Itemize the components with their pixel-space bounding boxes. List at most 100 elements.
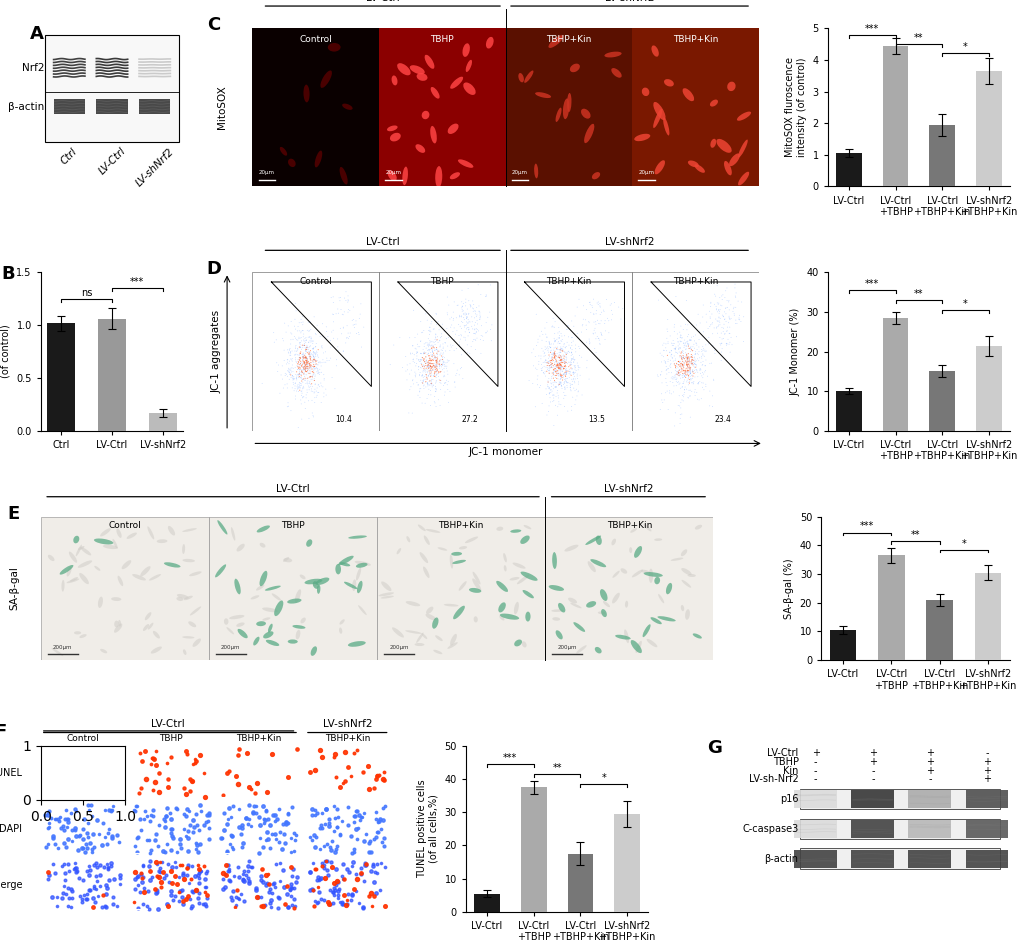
Point (293, 384, 310, 399)
Point (593, 328, 609, 343)
Point (547, 398, 564, 413)
Point (431, 348, 447, 363)
Point (686, 355, 702, 370)
Point (438, 361, 454, 376)
Point (674, 364, 690, 379)
Point (282, 348, 299, 363)
Point (278, 356, 294, 371)
Point (409, 326, 425, 341)
Point (305, 363, 321, 378)
Point (308, 344, 324, 359)
Text: ***: *** (864, 24, 878, 34)
Point (298, 355, 314, 370)
Point (550, 368, 567, 384)
Point (547, 380, 564, 395)
Point (699, 321, 715, 337)
Point (581, 295, 597, 310)
Point (671, 368, 687, 384)
Point (537, 342, 553, 357)
Point (311, 362, 327, 377)
Point (688, 362, 704, 377)
Point (412, 382, 428, 397)
Text: 10.4: 10.4 (335, 415, 352, 425)
Point (550, 355, 567, 370)
Point (681, 388, 697, 403)
Point (559, 375, 576, 390)
Point (680, 352, 696, 367)
Point (552, 349, 569, 364)
Bar (377, 517, 545, 660)
Point (701, 311, 717, 326)
Point (292, 330, 309, 345)
Point (297, 363, 313, 378)
Point (676, 357, 692, 372)
Point (315, 389, 331, 404)
Point (423, 356, 439, 371)
Point (325, 290, 341, 305)
Point (672, 415, 688, 431)
Point (561, 341, 578, 356)
Point (311, 354, 327, 369)
Point (282, 370, 299, 385)
Ellipse shape (271, 593, 281, 601)
Point (551, 356, 568, 371)
Point (678, 350, 694, 365)
Point (300, 373, 316, 388)
Point (538, 408, 554, 423)
Point (682, 344, 698, 359)
Point (410, 339, 426, 354)
Point (538, 340, 554, 355)
Point (351, 325, 367, 340)
Point (682, 333, 698, 348)
Point (321, 353, 337, 368)
Point (679, 353, 695, 368)
Point (460, 322, 476, 337)
Point (429, 361, 445, 376)
Point (467, 342, 483, 357)
Point (415, 346, 431, 361)
Point (471, 312, 487, 327)
Point (422, 345, 438, 360)
Point (679, 350, 695, 365)
Point (550, 345, 567, 360)
Point (302, 349, 318, 364)
Point (316, 372, 332, 387)
Point (290, 352, 307, 368)
Point (681, 333, 697, 348)
Point (682, 333, 698, 348)
Point (310, 357, 326, 372)
Point (673, 331, 689, 346)
Point (465, 332, 481, 347)
Point (578, 318, 594, 333)
Point (418, 361, 434, 376)
Point (551, 360, 568, 375)
Point (283, 343, 300, 358)
Point (570, 360, 586, 375)
Point (297, 350, 313, 365)
Point (306, 344, 322, 359)
Point (528, 362, 544, 377)
Point (709, 318, 726, 333)
Point (298, 335, 314, 350)
Point (665, 369, 682, 384)
Point (661, 345, 678, 360)
Point (554, 344, 571, 359)
Point (408, 367, 424, 382)
Point (551, 376, 568, 391)
Point (303, 359, 319, 374)
Point (417, 367, 433, 382)
Point (686, 356, 702, 371)
Point (573, 324, 589, 339)
Point (677, 317, 693, 332)
Text: -: - (870, 775, 873, 784)
Point (659, 402, 676, 417)
Point (565, 372, 581, 387)
Point (294, 346, 311, 361)
Point (300, 361, 316, 376)
Point (675, 358, 691, 373)
Point (680, 337, 696, 352)
Point (414, 396, 430, 411)
Point (679, 334, 695, 349)
Point (431, 339, 447, 354)
Point (713, 341, 730, 356)
